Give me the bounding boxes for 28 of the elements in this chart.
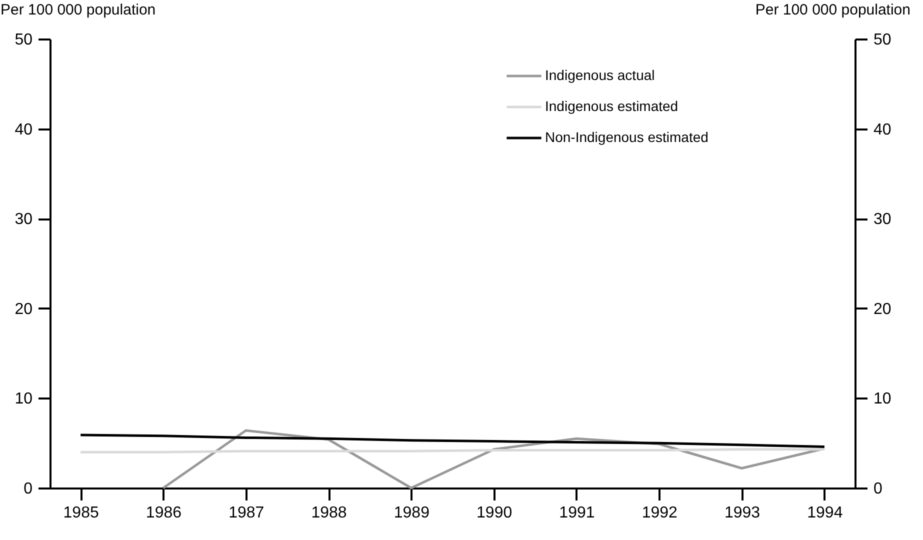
legend-label: Indigenous estimated: [545, 98, 678, 114]
y-tick-label: 50: [14, 32, 33, 48]
y2-tick-label: 30: [874, 211, 892, 228]
y2-tick-label: 40: [874, 121, 892, 138]
y-tick-label: 0: [24, 480, 33, 498]
y2-tick-label: 20: [874, 300, 892, 318]
x-tick-label: 1993: [724, 504, 760, 522]
y2-tick-label: 0: [874, 480, 882, 498]
y-tick-label: 10: [14, 390, 33, 408]
y2-tick-label: 10: [874, 390, 892, 408]
x-tick-label: 1994: [807, 504, 843, 522]
x-tick-label: 1987: [228, 504, 264, 522]
y2-tick-label: 50: [874, 32, 892, 48]
line-series: [79, 434, 826, 448]
y-axis-title: Per 100 000 population: [0, 2, 156, 18]
x-tick-label: 1988: [311, 504, 347, 522]
legend-label: Non-Indigenous estimated: [545, 129, 708, 145]
x-tick-label: 1990: [476, 504, 512, 522]
y-tick-label: 40: [14, 121, 33, 138]
y-tick-label: 20: [14, 300, 33, 318]
x-tick-label: 1986: [146, 504, 182, 522]
x-tick-label: 1985: [63, 504, 99, 522]
legend-label: Indigenous actual: [545, 67, 655, 83]
y2-axis-title: Per 100 000 population: [755, 2, 910, 18]
y-tick-label: 30: [14, 211, 33, 228]
x-tick-label: 1992: [642, 504, 678, 522]
x-tick-label: 1989: [394, 504, 430, 522]
x-tick-label: 1991: [559, 504, 595, 522]
